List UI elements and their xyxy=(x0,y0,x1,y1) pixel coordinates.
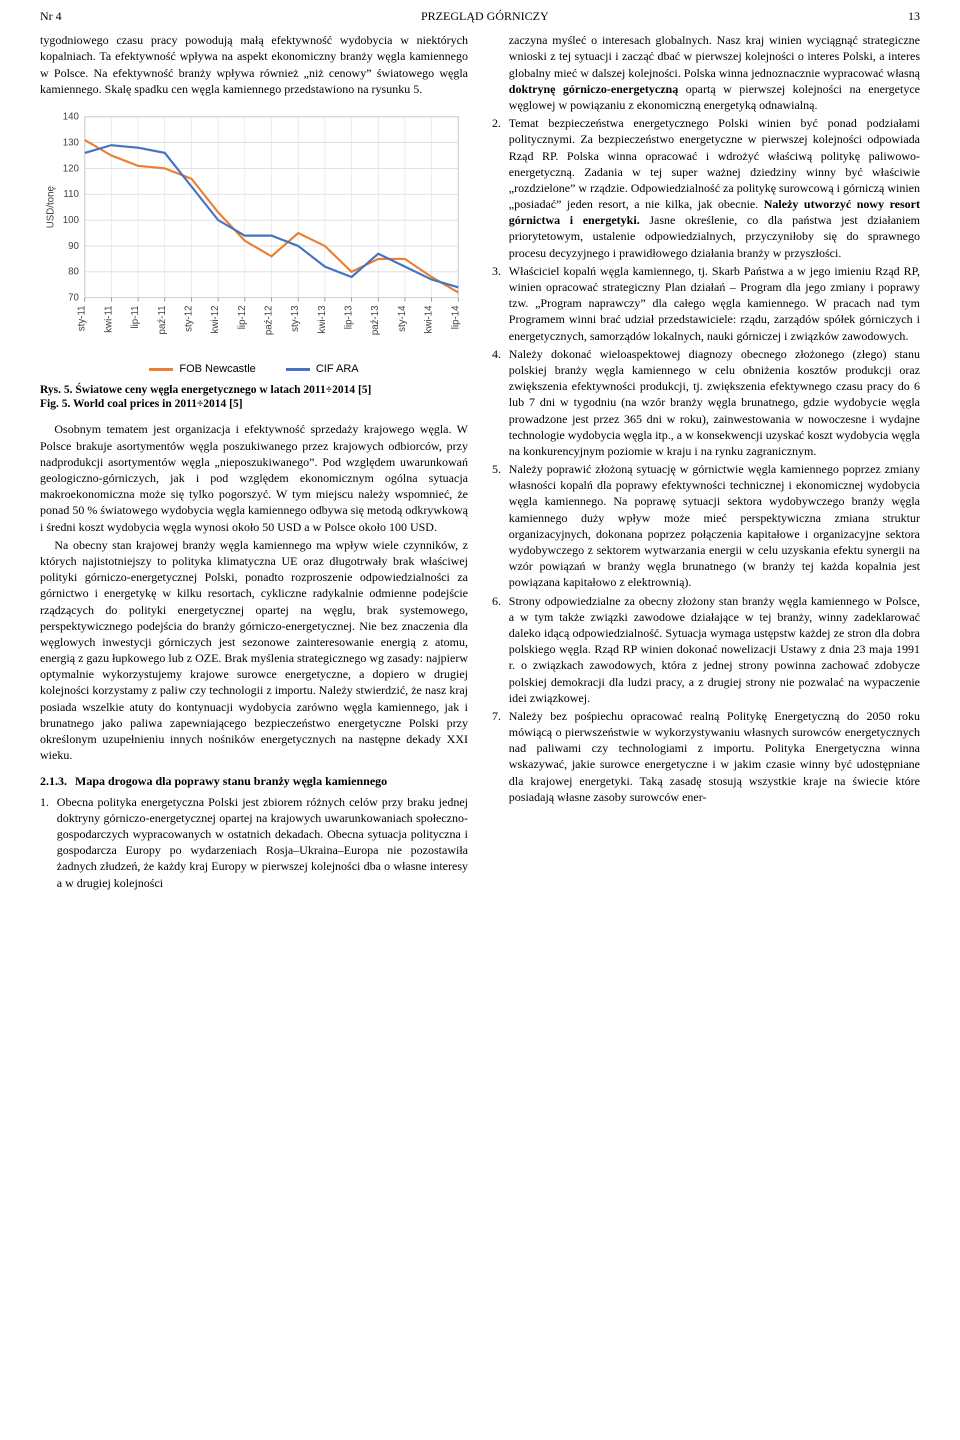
svg-text:sty-11: sty-11 xyxy=(77,305,88,331)
svg-text:USD/tonę: USD/tonę xyxy=(46,186,57,228)
svg-text:sty-13: sty-13 xyxy=(290,305,301,331)
section-number: 2.1.3. xyxy=(40,773,67,789)
figure-5-chart: 70 80 90 100 110 120 130 140 USD/tonę sty-11 kwi-1… xyxy=(40,107,468,377)
legend-swatch-fob xyxy=(149,368,173,371)
svg-text:100: 100 xyxy=(63,215,80,226)
svg-text:kwi-13: kwi-13 xyxy=(317,305,328,333)
svg-text:90: 90 xyxy=(68,241,79,252)
roadmap-item-7: Należy bez pośpiechu opracować realną Po… xyxy=(492,708,920,805)
svg-text:kwi-12: kwi-12 xyxy=(210,305,221,333)
svg-text:lip-14: lip-14 xyxy=(450,305,461,329)
left-para-1: tygodniowego czasu pracy powodują małą e… xyxy=(40,32,468,97)
legend-label-cif: CIF ARA xyxy=(316,362,359,377)
roadmap-item-2: Temat bezpieczeństwa energetycznego Pols… xyxy=(492,115,920,261)
chart-legend: FOB Newcastle CIF ARA xyxy=(40,362,468,377)
left-para-2: Osobnym tematem jest organizacja i efekt… xyxy=(40,421,468,534)
svg-text:140: 140 xyxy=(63,112,80,123)
roadmap-item-1: Obecna polityka energetyczna Polski jest… xyxy=(40,794,468,891)
svg-text:kwi-11: kwi-11 xyxy=(103,305,114,332)
svg-text:130: 130 xyxy=(63,137,80,148)
figure-caption-en: Fig. 5. World coal prices in 2011÷2014 [… xyxy=(40,397,468,411)
legend-label-fob: FOB Newcastle xyxy=(179,362,255,377)
roadmap-item-3: Właściciel kopalń węgla kamiennego, tj. … xyxy=(492,263,920,344)
svg-text:paź-11: paź-11 xyxy=(157,305,168,334)
roadmap-item-2-text: Temat bezpieczeństwa energetycznego Pols… xyxy=(509,115,920,261)
svg-text:lip-13: lip-13 xyxy=(344,305,355,329)
page-number: 13 xyxy=(908,8,920,24)
roadmap-list-right-2: Temat bezpieczeństwa energetycznego Pols… xyxy=(492,115,920,805)
svg-text:paź-13: paź-13 xyxy=(370,305,381,335)
svg-text:80: 80 xyxy=(68,267,79,278)
issue-number: Nr 4 xyxy=(40,8,62,24)
svg-text:110: 110 xyxy=(63,189,79,200)
roadmap-item-7-text: Należy bez pośpiechu opracować realną Po… xyxy=(509,708,920,805)
roadmap-item-4-text: Należy dokonać wieloaspektowej diagnozy … xyxy=(509,346,920,459)
svg-text:lip-11: lip-11 xyxy=(130,305,141,328)
svg-text:lip-12: lip-12 xyxy=(237,305,248,329)
svg-text:70: 70 xyxy=(68,293,79,304)
legend-item-fob: FOB Newcastle xyxy=(149,362,255,377)
left-column: tygodniowego czasu pracy powodują małą e… xyxy=(40,32,468,893)
roadmap-item-4: Należy dokonać wieloaspektowej diagnozy … xyxy=(492,346,920,459)
page-header: Nr 4 PRZEGLĄD GÓRNICZY 13 xyxy=(0,0,960,28)
section-heading: Mapa drogowa dla poprawy stanu branży wę… xyxy=(75,773,387,789)
svg-text:kwi-14: kwi-14 xyxy=(424,305,435,334)
roadmap-item-5: Należy poprawić złożoną sytuację w górni… xyxy=(492,461,920,591)
svg-text:paź-12: paź-12 xyxy=(264,305,275,335)
roadmap-item-3-text: Właściciel kopalń węgla kamiennego, tj. … xyxy=(509,263,920,344)
figure-5-caption: Rys. 5. Światowe ceny węgla energetyczne… xyxy=(40,383,468,412)
legend-swatch-cif xyxy=(286,368,310,371)
section-2-1-3-title: 2.1.3. Mapa drogowa dla poprawy stanu br… xyxy=(40,773,468,789)
cont-text-a: zaczyna myśleć o interesach globalnych. … xyxy=(509,33,920,79)
svg-text:sty-14: sty-14 xyxy=(397,305,408,332)
left-para-3: Na obecny stan krajowej branży węgla kam… xyxy=(40,537,468,764)
roadmap-item-1-text: Obecna polityka energetyczna Polski jest… xyxy=(57,794,468,891)
legend-item-cif: CIF ARA xyxy=(286,362,359,377)
roadmap-item-1-cont: zaczyna myśleć o interesach globalnych. … xyxy=(492,32,920,113)
roadmap-item-6-text: Strony odpowiedzialne za obecny złożony … xyxy=(509,593,920,706)
roadmap-list-left: Obecna polityka energetyczna Polski jest… xyxy=(40,794,468,891)
two-column-layout: tygodniowego czasu pracy powodują małą e… xyxy=(0,28,960,913)
svg-text:sty-12: sty-12 xyxy=(183,305,194,331)
right-column: zaczyna myśleć o interesach globalnych. … xyxy=(492,32,920,893)
cont-bold: doktrynę górniczo-energetyczną xyxy=(509,82,678,96)
figure-caption-pl: Rys. 5. Światowe ceny węgla energetyczne… xyxy=(40,383,468,397)
coal-price-chart-svg: 70 80 90 100 110 120 130 140 USD/tonę sty-11 kwi-1… xyxy=(40,107,468,360)
roadmap-item-6: Strony odpowiedzialne za obecny złożony … xyxy=(492,593,920,706)
svg-text:120: 120 xyxy=(63,163,80,174)
journal-title: PRZEGLĄD GÓRNICZY xyxy=(421,8,549,24)
roadmap-item-5-text: Należy poprawić złożoną sytuację w górni… xyxy=(509,461,920,591)
